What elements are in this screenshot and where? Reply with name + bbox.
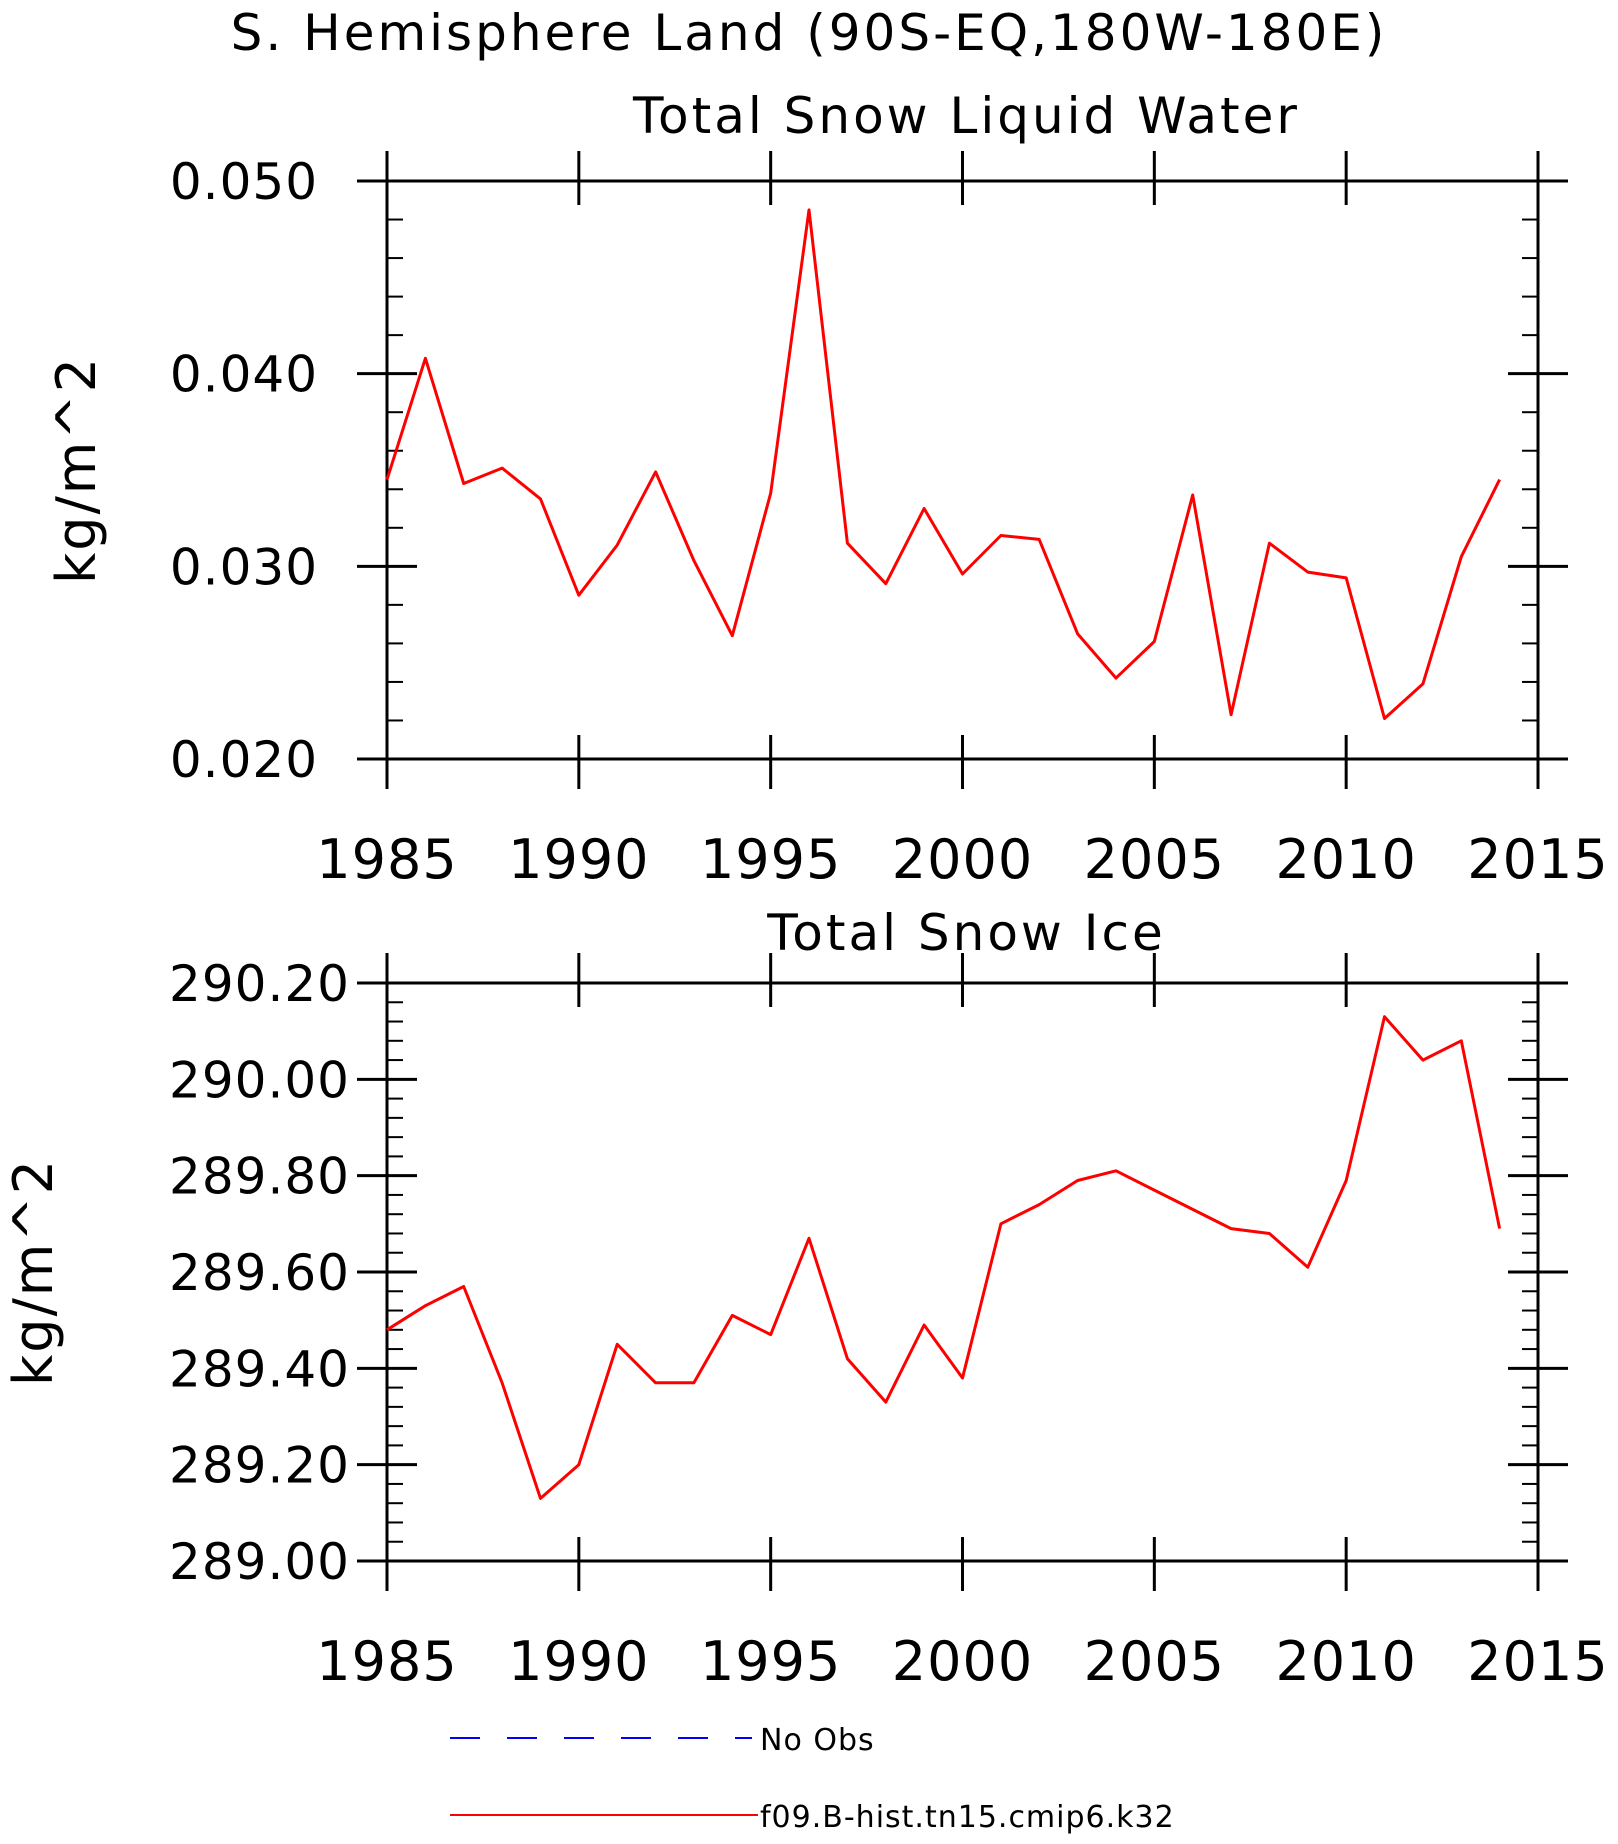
y-tick-label: 290.20 xyxy=(169,955,350,1013)
plot-frame xyxy=(385,981,1540,1563)
chart-total-snow-ice: Total Snow Ice 289.00 289.20 289.40 289.60 28… xyxy=(2,904,1608,1693)
figure-title: S. Hemisphere Land (90S-EQ,180W-180E) xyxy=(231,4,1388,62)
y-axis-label: kg/m^2 xyxy=(45,356,108,584)
x-tick-label: 2005 xyxy=(1084,1630,1225,1693)
series-line-0 xyxy=(386,1015,1502,1500)
legend: No Obs f09.B-hist.tn15.cmip6.k32 xyxy=(450,1723,1175,1835)
y-tick-label: 0.020 xyxy=(170,731,318,789)
chart-total-snow-liquid-water: Total Snow Liquid Water 0.020 0.030 0.040 0.… xyxy=(45,87,1608,891)
y-tick-label: 289.00 xyxy=(169,1533,350,1591)
y-tick-label: 0.050 xyxy=(170,153,318,211)
x-tick-label: 1995 xyxy=(700,828,841,891)
x-tick-label: 1985 xyxy=(316,1630,457,1693)
y-tick-label: 0.030 xyxy=(170,538,318,596)
x-tick-label: 2015 xyxy=(1467,828,1608,891)
x-tick-label: 2000 xyxy=(892,1630,1033,1693)
y-tick-label: 289.60 xyxy=(169,1244,350,1302)
x-tick-label: 2015 xyxy=(1467,1630,1608,1693)
legend-no-obs-label: No Obs xyxy=(760,1723,875,1758)
chart-title: Total Snow Ice xyxy=(766,904,1165,962)
x-tick-label: 1985 xyxy=(316,828,457,891)
y-tick-label: 290.00 xyxy=(169,1051,350,1109)
legend-model-label: f09.B-hist.tn15.cmip6.k32 xyxy=(760,1800,1175,1835)
y-tick-label: 289.40 xyxy=(169,1340,350,1398)
y-axis-label: kg/m^2 xyxy=(2,1158,65,1386)
x-tick-label: 2010 xyxy=(1275,1630,1416,1693)
y-tick-label: 289.20 xyxy=(169,1437,350,1495)
x-tick-label: 1990 xyxy=(508,1630,649,1693)
x-tick-label: 2005 xyxy=(1084,828,1225,891)
chart-title: Total Snow Liquid Water xyxy=(632,87,1300,145)
y-tick-label: 289.80 xyxy=(169,1148,350,1206)
plot-frame xyxy=(385,179,1540,761)
x-tick-label: 1990 xyxy=(508,828,649,891)
x-tick-label: 2000 xyxy=(892,828,1033,891)
x-tick-label: 2010 xyxy=(1275,828,1416,891)
series-line-0 xyxy=(385,208,1501,720)
y-tick-label: 0.040 xyxy=(170,346,318,404)
x-tick-label: 1995 xyxy=(700,1630,841,1693)
